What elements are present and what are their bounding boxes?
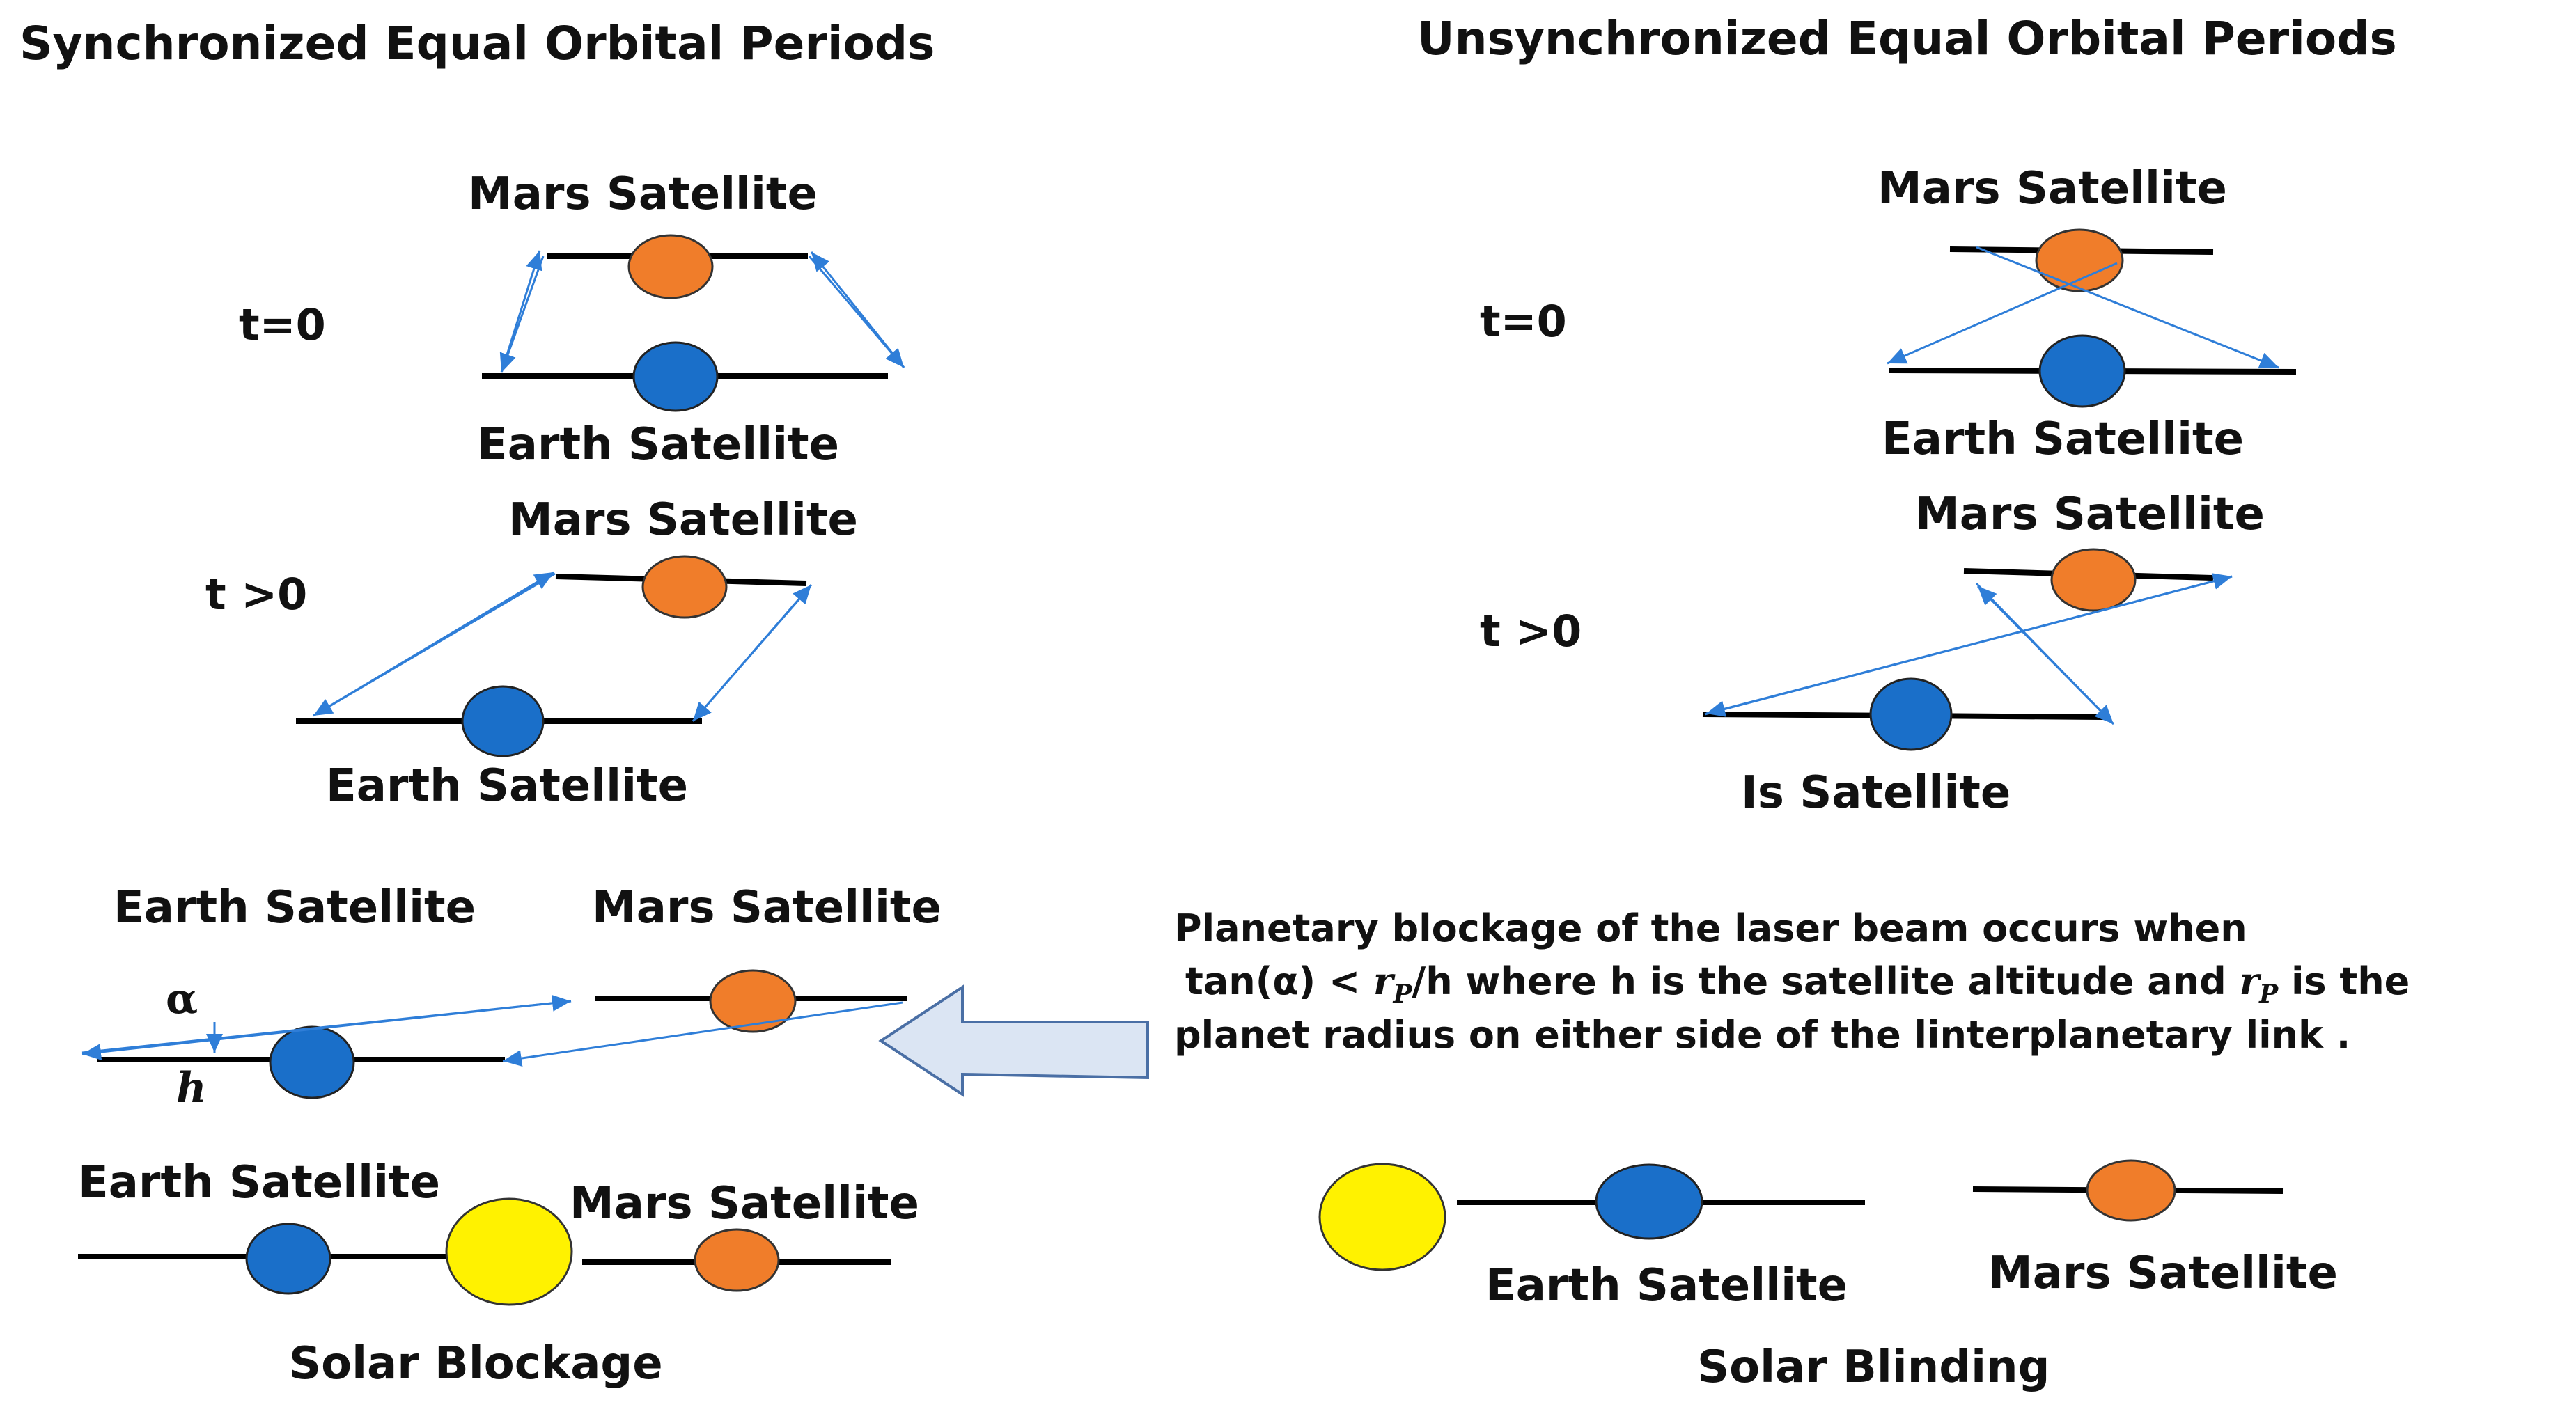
unsync-t0-time-label: t=0 [1480,296,1567,347]
sync-t1-mars-satellite [641,555,728,619]
solar-blockage-mars-satellite [694,1228,780,1292]
header-unsynchronized: Unsynchronized Equal Orbital Periods [1417,12,2397,65]
sync-t1-earth-satellite [461,685,545,757]
unsync-t1-is-label: Is Satellite [1741,767,2011,819]
sync-t0-beam-right-return [810,251,905,368]
pointer-arrow-icon [878,984,1149,1097]
unsync-t0-mars-satellite [2035,228,2124,292]
unsync-t1-beam-return [1705,575,2233,717]
unsync-t1-beam-down-return [1976,585,2115,725]
sync-t0-beam-left-return [500,250,542,373]
sync-t0-mars-satellite [627,234,714,299]
solar-blinding-mars-label: Mars Satellite [1988,1248,2338,1299]
unsync-t0-mars-label: Mars Satellite [1878,163,2227,214]
unsync-t1-mars-label: Mars Satellite [1915,489,2265,540]
header-synchronized: Synchronized Equal Orbital Periods [19,17,935,70]
blockage-beam-up-return [81,1000,572,1061]
unsync-t0-beam-down [1976,246,2279,369]
sync-t1-beam-right-return [692,584,813,722]
sun-blocking-icon [445,1197,573,1306]
unsync-t1-time-label: t >0 [1480,606,1582,657]
blockage-earth-satellite [269,1025,355,1099]
sync-t1-time-label: t >0 [205,569,307,620]
sync-t0-earth-satellite [632,341,719,412]
sync-t0-mars-label: Mars Satellite [468,168,818,220]
blockage-mars-satellite [709,969,797,1033]
unsync-t0-earth-label: Earth Satellite [1882,414,2244,465]
solar-blinding-earth-label: Earth Satellite [1485,1260,1848,1312]
h-label: h [176,1064,207,1113]
solar-blinding-label: Solar Blinding [1697,1342,2050,1393]
note-line-3: planet radius on either side of the lint… [1174,1013,2350,1057]
sync-t0-time-label: t=0 [239,299,326,350]
note-line-1: Planetary blockage of the laser beam occ… [1174,906,2247,950]
solar-blockage-earth-label: Earth Satellite [78,1157,440,1209]
unsync-t1-mars-satellite [2050,548,2137,612]
note-line-2: tan(α) < rP/h where h is the satellite a… [1185,959,2410,1009]
alpha-label: α [166,975,198,1023]
sync-t1-earth-label: Earth Satellite [326,760,688,812]
sun-blinding-icon [1318,1163,1446,1271]
solar-blockage-earth-satellite [245,1223,331,1295]
unsync-t1-earth-satellite [1869,677,1953,751]
blockage-mars-label: Mars Satellite [592,882,942,934]
blockage-earth-label: Earth Satellite [114,882,476,934]
sync-t1-beam-left-return [313,571,554,717]
solar-blockage-label: Solar Blockage [289,1338,663,1390]
solar-blockage-mars-label: Mars Satellite [570,1178,919,1229]
sync-t0-earth-label: Earth Satellite [477,419,839,471]
solar-blinding-earth-satellite [1595,1163,1703,1240]
unsync-t0-earth-satellite [2038,334,2126,408]
unsync-t0-beam-up [1887,262,2118,365]
solar-blinding-mars-satellite [2086,1159,2176,1222]
sync-t1-mars-label: Mars Satellite [508,494,858,546]
blockage-beam-down [502,1001,903,1067]
